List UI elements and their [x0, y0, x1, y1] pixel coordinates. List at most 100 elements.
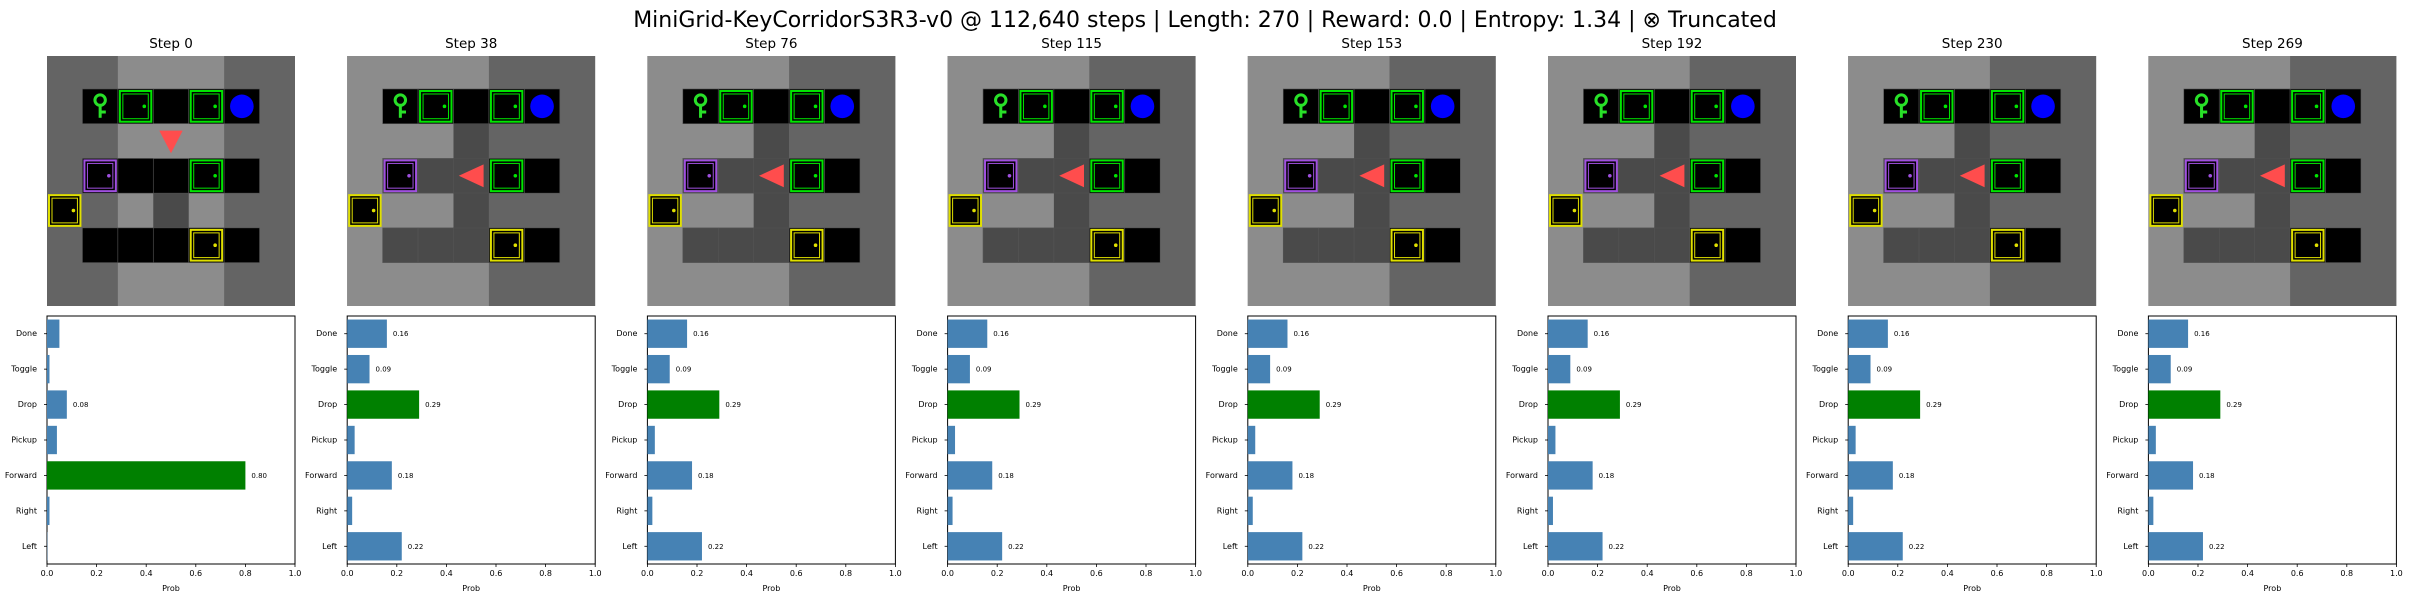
- grid-cell: [1618, 227, 1655, 263]
- category-label: Left: [322, 542, 337, 551]
- x-tick-label: 0.2: [390, 569, 403, 578]
- door-panel: [952, 197, 979, 224]
- value-label: 0.09: [1276, 366, 1292, 374]
- value-label: 0.09: [676, 366, 692, 374]
- value-label: 0.29: [1626, 401, 1642, 409]
- door-handle: [1643, 104, 1648, 109]
- plot-frame: [46, 315, 296, 565]
- value-label: 0.09: [2177, 366, 2193, 374]
- key-icon: [93, 93, 107, 118]
- grid-cell: [717, 158, 754, 194]
- grid-cell: [2325, 158, 2362, 194]
- ball-icon: [1731, 94, 1755, 119]
- plot-frame: [2147, 315, 2397, 565]
- x-tick-label: 0.4: [140, 569, 153, 578]
- x-axis-label: Prob: [462, 584, 480, 593]
- grid-cell: [153, 193, 189, 228]
- bar-left: [647, 532, 702, 561]
- door-icon: [189, 159, 224, 193]
- bar-chart: Left 0.22 Right Forward 0.18 Pickup Drop 0.29 To…: [2106, 315, 2403, 593]
- door-handle: [813, 173, 818, 178]
- door-frame: [1990, 159, 2025, 193]
- door-icon: [489, 89, 524, 123]
- door-frame: [189, 89, 224, 123]
- bar-forward: [1548, 461, 1593, 490]
- door-icon: [189, 89, 224, 123]
- grid-cell: [1583, 227, 1620, 263]
- door-icon: [1690, 228, 1725, 262]
- door-frame: [1690, 159, 1725, 193]
- x-tick-label: 0.4: [740, 569, 753, 578]
- category-label: Left: [923, 542, 938, 551]
- door-handle: [1572, 208, 1577, 213]
- door-frame: [1390, 89, 1424, 123]
- grid-cell: [1318, 227, 1355, 263]
- door-frame: [984, 159, 1018, 193]
- grid-cell: [2025, 158, 2062, 194]
- grid-cell: [417, 158, 454, 194]
- bar-toggle: [947, 354, 970, 384]
- door-panel: [1587, 162, 1615, 189]
- x-tick-label: 0.2: [991, 569, 1004, 578]
- door-frame: [948, 194, 983, 227]
- category-label: Right: [917, 506, 938, 515]
- grid-cell: [2254, 193, 2291, 228]
- door-panel: [1252, 197, 1279, 224]
- door-panel: [2188, 162, 2215, 189]
- door-icon: [83, 159, 117, 193]
- x-tick-label: 0.8: [2040, 569, 2053, 578]
- plot-frame: [1247, 315, 1497, 565]
- door-panel: [1994, 93, 2021, 120]
- door-panel: [193, 232, 220, 259]
- category-label: Right: [1817, 506, 1838, 515]
- bar-left: [1247, 532, 1303, 561]
- category-label: Pickup: [912, 436, 938, 445]
- door-icon: [1090, 159, 1124, 193]
- grid-image: [647, 56, 896, 306]
- grid-cell: [1654, 193, 1690, 228]
- category-label: Done: [917, 329, 938, 338]
- door-handle: [213, 104, 217, 109]
- x-tick-label: 1.0: [1489, 569, 1502, 578]
- bar-pickup: [2148, 425, 2156, 455]
- door-icon: [383, 159, 418, 193]
- door-frame: [383, 159, 418, 193]
- door-icon: [1390, 228, 1424, 262]
- door-frame: [48, 194, 82, 227]
- grid-cell: [1053, 227, 1090, 263]
- door-handle: [2208, 173, 2213, 178]
- door-panel: [687, 162, 714, 189]
- bar-right: [1548, 496, 1553, 526]
- category-label: Pickup: [11, 436, 37, 445]
- door-panel: [1994, 232, 2021, 259]
- category-label: Done: [316, 329, 337, 338]
- bar-left: [1848, 532, 1903, 561]
- value-label: 0.16: [393, 330, 409, 338]
- category-label: Toggle: [611, 365, 638, 374]
- door-frame: [348, 194, 382, 227]
- x-tick-label: 1.0: [2090, 569, 2103, 578]
- door-panel: [86, 162, 114, 189]
- panel-2: Step 76 Left 0.22 Right Forward 0.18 Pickup Dro…: [605, 36, 902, 593]
- door-handle: [2014, 243, 2019, 248]
- bar-left: [1548, 532, 1603, 561]
- grid-cell: [1354, 123, 1390, 159]
- grid-cell: [824, 227, 861, 263]
- value-label: 0.16: [2194, 330, 2210, 338]
- bar-forward: [647, 461, 693, 490]
- category-label: Drop: [618, 400, 637, 409]
- door-icon: [683, 159, 718, 193]
- door-handle: [2243, 104, 2248, 109]
- x-tick-label: 0.6: [1390, 569, 1403, 578]
- door-handle: [813, 243, 818, 248]
- value-label: 0.18: [398, 472, 414, 480]
- door-frame: [1090, 228, 1124, 262]
- x-tick-label: 0.0: [1241, 569, 1254, 578]
- door-handle: [1113, 104, 1118, 109]
- grid-cell: [453, 193, 489, 228]
- door-handle: [1414, 173, 1418, 178]
- door-icon: [719, 89, 753, 123]
- bar-forward: [947, 461, 993, 490]
- category-label: Drop: [318, 400, 337, 409]
